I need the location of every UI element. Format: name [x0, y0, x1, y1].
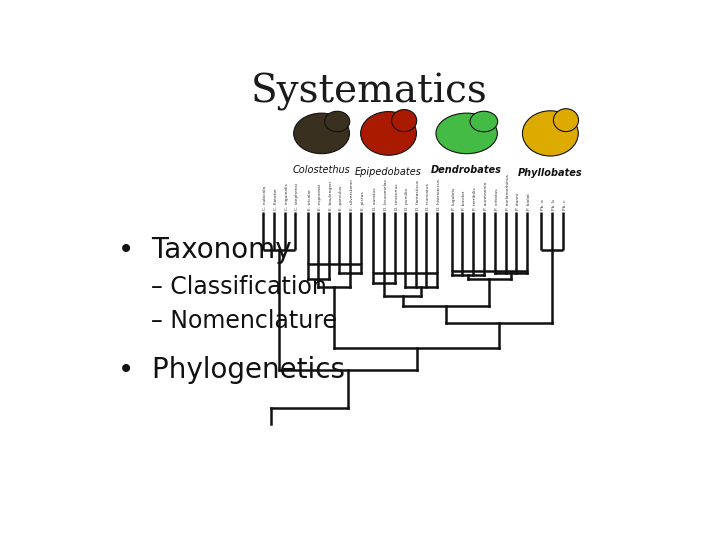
- Text: E. parvulus: E. parvulus: [339, 186, 343, 210]
- Ellipse shape: [325, 111, 350, 132]
- Text: Pb. c: Pb. c: [563, 200, 567, 210]
- Text: P. lugubris: P. lugubris: [451, 188, 456, 210]
- Text: Pb. b: Pb. b: [552, 199, 556, 210]
- Text: D. tinctorius: D. tinctorius: [395, 184, 399, 210]
- Text: D. histrionicus: D. histrionicus: [437, 179, 441, 210]
- Text: Epipedobates: Epipedobates: [355, 167, 422, 177]
- Text: •  Phylogenetics: • Phylogenetics: [118, 356, 345, 384]
- Text: Pb. a: Pb. a: [541, 200, 545, 210]
- Ellipse shape: [470, 111, 498, 132]
- Text: C. inguinalis: C. inguinalis: [285, 184, 289, 210]
- Ellipse shape: [436, 113, 498, 154]
- Text: C. nubicola: C. nubicola: [263, 186, 267, 210]
- Text: P. terribilis: P. terribilis: [473, 188, 477, 210]
- Text: – Classification: – Classification: [151, 275, 328, 299]
- Text: P. vittatus: P. vittatus: [495, 189, 499, 210]
- Text: E. pictus: E. pictus: [361, 192, 364, 210]
- Text: E. tricolor: E. tricolor: [307, 190, 312, 210]
- Text: – Nomenclature: – Nomenclature: [151, 308, 338, 333]
- Text: C. stephensi: C. stephensi: [295, 183, 300, 210]
- Ellipse shape: [523, 111, 578, 156]
- Text: E. espinosai: E. espinosai: [318, 184, 322, 210]
- Text: P. aurotaenia: P. aurotaenia: [484, 182, 488, 210]
- Text: D. pumilio: D. pumilio: [405, 188, 409, 210]
- Text: Dendrobates: Dendrobates: [431, 165, 502, 174]
- Text: •  Taxonomy: • Taxonomy: [118, 236, 292, 264]
- Text: D. truncatus: D. truncatus: [426, 184, 431, 210]
- Ellipse shape: [392, 110, 417, 132]
- Text: P. melanorrhinus: P. melanorrhinus: [505, 174, 510, 210]
- Ellipse shape: [361, 112, 416, 155]
- Ellipse shape: [294, 113, 349, 154]
- Text: Systematics: Systematics: [251, 73, 487, 111]
- Text: C. flotator: C. flotator: [274, 188, 278, 210]
- Ellipse shape: [554, 109, 579, 132]
- Text: P. dunni: P. dunni: [516, 193, 521, 210]
- Text: P. biolat: P. biolat: [527, 193, 531, 210]
- Text: P. bicolor: P. bicolor: [462, 191, 466, 210]
- Text: Phyllobates: Phyllobates: [518, 168, 582, 178]
- Text: E. boulengeri: E. boulengeri: [329, 181, 333, 210]
- Text: E. silverstonei: E. silverstonei: [350, 180, 354, 210]
- Text: D. auratus: D. auratus: [374, 188, 377, 210]
- Text: D. leucomelas: D. leucomelas: [384, 180, 388, 210]
- Text: Colostethus: Colostethus: [293, 165, 351, 174]
- Text: D. fantasticus: D. fantasticus: [416, 180, 420, 210]
